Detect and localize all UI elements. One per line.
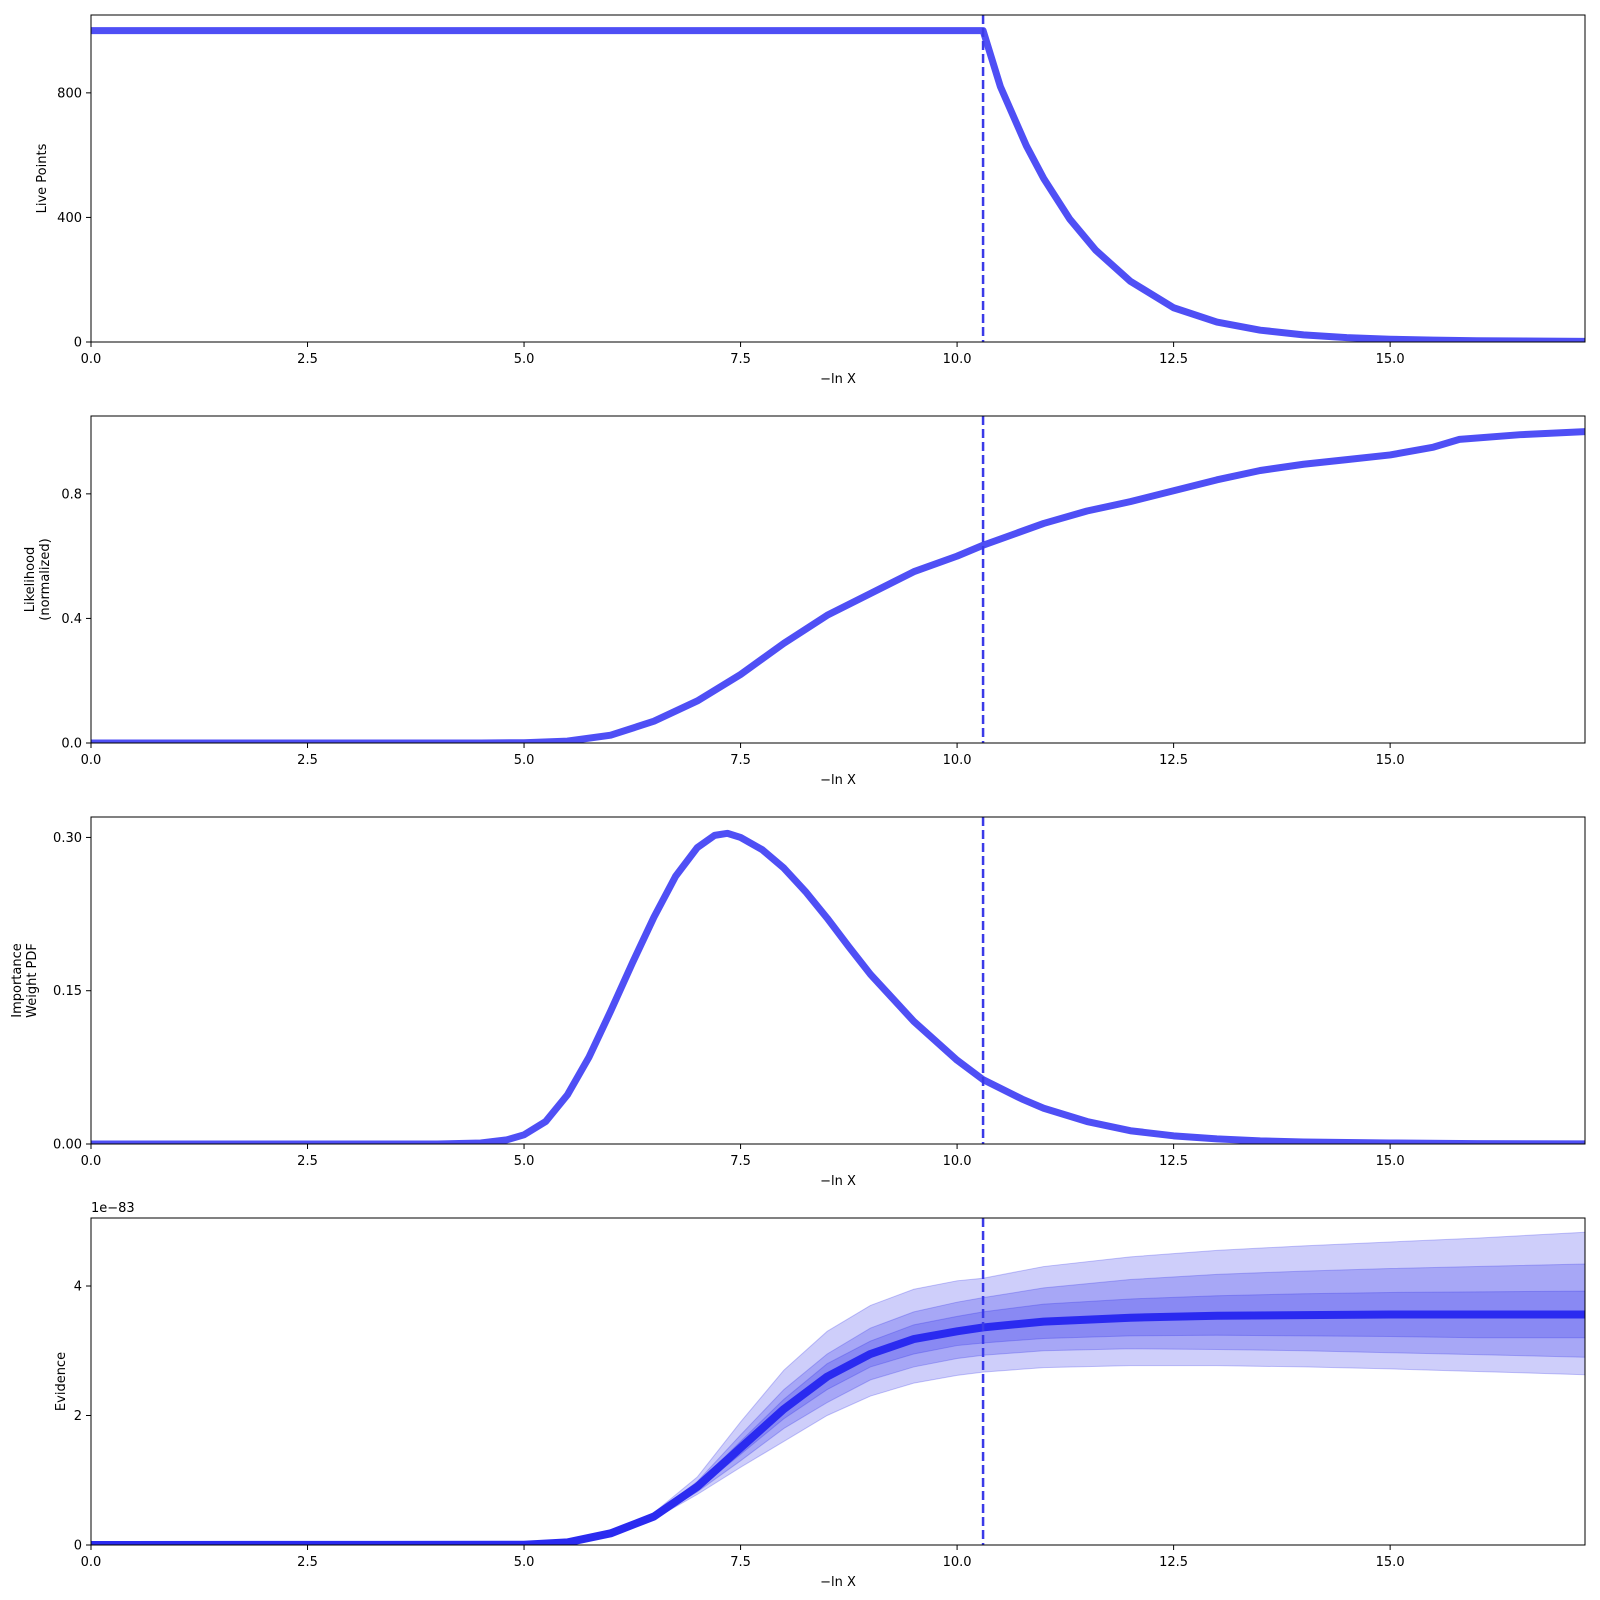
- live-points-xtick-label: 0.0: [81, 352, 102, 367]
- evidence-xtick-label: 2.5: [297, 1555, 318, 1570]
- importance-weight-ylabel: Weight PDF: [25, 943, 40, 1018]
- evidence-band-1: [91, 1231, 1585, 1545]
- likelihood-line: [91, 428, 1585, 743]
- importance-weight-ytick-label: 0.00: [53, 1138, 82, 1153]
- live-points-xtick-label: 2.5: [297, 352, 318, 367]
- importance-weight-ytick-label: 0.15: [53, 984, 82, 999]
- evidence-plot-area: [91, 1218, 1585, 1545]
- evidence-ylabel: Evidence: [54, 1352, 69, 1411]
- importance-weight-ytick-label: 0.30: [53, 831, 82, 846]
- likelihood-xtick-label: 15.0: [1376, 753, 1405, 768]
- likelihood-plot-area: [91, 416, 1585, 743]
- importance-weight-line: [91, 829, 1585, 1144]
- likelihood-xtick-label: 7.5: [730, 753, 751, 768]
- likelihood-xtick-label: 5.0: [514, 753, 535, 768]
- likelihood-panel: 0.0 2.5 5.0 7.5 10.0 12.5 15.0 0.0 0.4 0.8 −ln X Li…: [23, 415, 1586, 788]
- importance-weight-xlabel: −ln X: [820, 1174, 856, 1189]
- live-points-ytick-label: 0: [74, 336, 82, 351]
- live-points-ytick-label: 400: [57, 211, 82, 226]
- live-points-xtick-label: 12.5: [1159, 352, 1188, 367]
- live-points-ytick-label: 800: [57, 86, 82, 101]
- importance-weight-xtick-label: 5.0: [514, 1154, 535, 1169]
- importance-weight-xtick-label: 10.0: [943, 1154, 972, 1169]
- importance-weight-xtick-label: 7.5: [730, 1154, 751, 1169]
- likelihood-xtick-label: 12.5: [1159, 753, 1188, 768]
- likelihood-ytick-label: 0.4: [61, 612, 82, 627]
- evidence-xtick-label: 15.0: [1376, 1555, 1405, 1570]
- evidence-line: [91, 1310, 1585, 1545]
- likelihood-ytick-label: 0.0: [61, 737, 82, 752]
- evidence-axes-frame: [90, 1217, 1586, 1546]
- importance-weight-panel: 0.0 2.5 5.0 7.5 10.0 12.5 15.0 0.00 0.15 0.30 −ln …: [10, 816, 1586, 1189]
- importance-weight-xtick-label: 15.0: [1376, 1154, 1405, 1169]
- live-points-ylabel: Live Points: [35, 143, 50, 213]
- evidence-xtick-label: 7.5: [730, 1555, 751, 1570]
- live-points-xtick-label: 5.0: [514, 352, 535, 367]
- likelihood-xtick-label: 10.0: [943, 753, 972, 768]
- likelihood-xtick-label: 2.5: [297, 753, 318, 768]
- evidence-panel: 0.0 2.5 5.0 7.5 10.0 12.5 15.0 0 2 4 −ln X Evidence…: [54, 1201, 1586, 1590]
- live-points-plot-area: [91, 15, 1585, 342]
- evidence-xtick-label: 0.0: [81, 1555, 102, 1570]
- live-points-xlabel: −ln X: [820, 372, 856, 387]
- live-points-xtick-label: 10.0: [943, 352, 972, 367]
- evidence-xtick-label: 10.0: [943, 1555, 972, 1570]
- evidence-xlabel: −ln X: [820, 1575, 856, 1590]
- evidence-xtick-label: 5.0: [514, 1555, 535, 1570]
- live-points-line: [91, 27, 1585, 342]
- importance-weight-axes-frame: [90, 816, 1586, 1145]
- live-points-xtick-label: 15.0: [1376, 352, 1405, 367]
- likelihood-ylabel: Likelihood: [23, 547, 38, 613]
- importance-weight-ylabel: Importance: [10, 943, 25, 1018]
- live-points-panel: 0.0 2.5 5.0 7.5 10.0 12.5 15.0 0 400 800 −ln X Live…: [35, 14, 1586, 387]
- likelihood-ylabel: (normalized): [38, 538, 53, 620]
- evidence-band-2: [91, 1263, 1585, 1545]
- likelihood-xtick-label: 0.0: [81, 753, 102, 768]
- likelihood-axes-frame: [90, 415, 1586, 744]
- likelihood-ytick-label: 0.8: [61, 487, 82, 502]
- evidence-xtick-label: 12.5: [1159, 1555, 1188, 1570]
- importance-weight-xtick-label: 2.5: [297, 1154, 318, 1169]
- importance-weight-plot-area: [91, 817, 1585, 1144]
- evidence-ytick-label: 2: [74, 1409, 82, 1424]
- likelihood-xlabel: −ln X: [820, 773, 856, 788]
- evidence-ytick-label: 4: [74, 1279, 82, 1294]
- importance-weight-xtick-label: 0.0: [81, 1154, 102, 1169]
- importance-weight-xtick-label: 12.5: [1159, 1154, 1188, 1169]
- live-points-xtick-label: 7.5: [730, 352, 751, 367]
- evidence-offset-text: 1e−83: [91, 1201, 135, 1216]
- live-points-axes-frame: [90, 14, 1586, 343]
- evidence-ytick-label: 0: [74, 1539, 82, 1554]
